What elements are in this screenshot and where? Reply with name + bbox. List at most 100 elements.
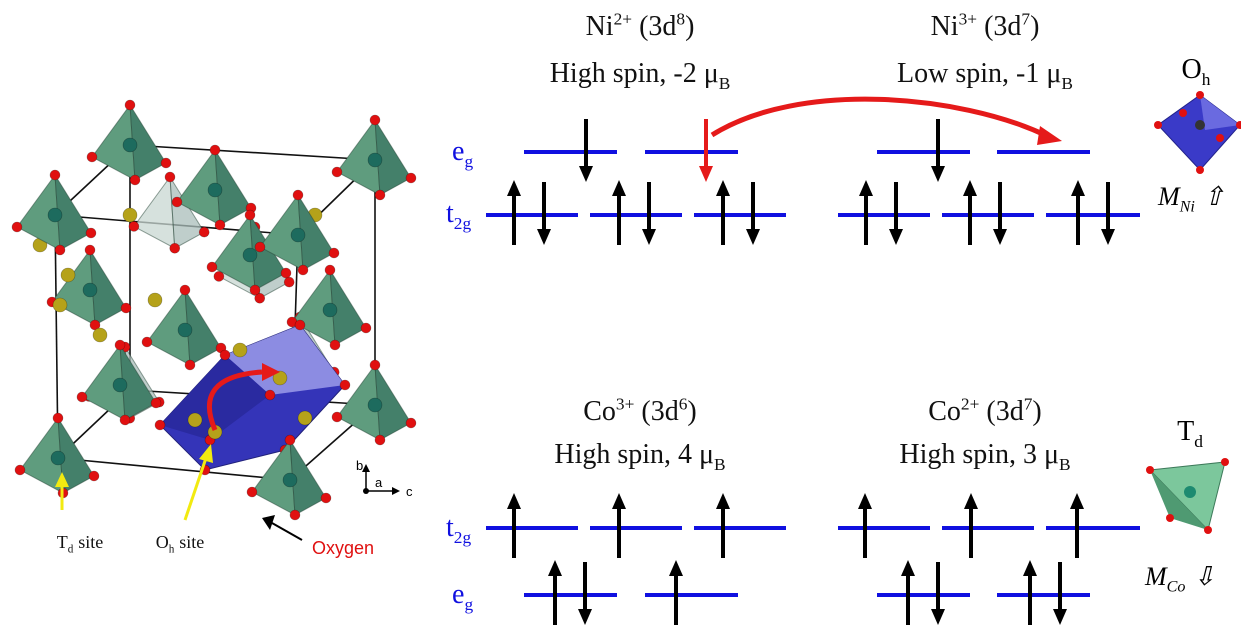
arrow-head bbox=[1023, 560, 1037, 576]
site-label-part: T bbox=[57, 532, 68, 552]
cation bbox=[298, 411, 312, 425]
level-label: eg bbox=[452, 579, 473, 614]
transfer-arrow bbox=[712, 99, 1045, 135]
arrow-head bbox=[858, 493, 872, 509]
oxygen-atom bbox=[121, 303, 131, 313]
oxygen-atom bbox=[185, 360, 195, 370]
oxygen-atom bbox=[361, 323, 371, 333]
oxygen-atom bbox=[298, 265, 308, 275]
cation bbox=[123, 138, 137, 152]
oxygen-atom bbox=[370, 360, 380, 370]
oxygen-atom bbox=[285, 435, 295, 445]
spin-state-part: B bbox=[1061, 74, 1073, 93]
site-label: Ohsite bbox=[156, 532, 205, 556]
spin-state-part: High spin, -2 μ bbox=[550, 58, 719, 89]
spin-state-part: High spin, 4 μ bbox=[554, 439, 714, 470]
oxygen-atom bbox=[375, 435, 385, 445]
ion-title-part: ) bbox=[685, 11, 694, 42]
arrow-head bbox=[964, 493, 978, 509]
oxygen-atom bbox=[265, 390, 275, 400]
level-label: t2g bbox=[446, 198, 471, 233]
oxygen-atom bbox=[1221, 458, 1229, 466]
ion-title-part: ) bbox=[687, 396, 696, 427]
arrow-head bbox=[931, 609, 945, 625]
oxygen-atom bbox=[125, 100, 135, 110]
cation bbox=[233, 343, 247, 357]
icon-label-part: O bbox=[1182, 54, 1202, 85]
arrow-head bbox=[859, 180, 873, 196]
arrow-head bbox=[507, 180, 521, 196]
site-label-part: O bbox=[156, 532, 169, 552]
level-label-part: g bbox=[464, 595, 473, 614]
oxygen-atom bbox=[1204, 526, 1212, 534]
moment-label-part: Ni bbox=[1179, 199, 1195, 216]
level-label-part: e bbox=[452, 579, 464, 610]
oxygen-atom bbox=[199, 227, 209, 237]
ion-title-part: 8 bbox=[676, 9, 685, 28]
moment-label-part: M bbox=[1144, 562, 1168, 591]
oxygen-atom bbox=[1146, 466, 1154, 474]
oxygen-atom bbox=[77, 392, 87, 402]
transfer-arrow-head bbox=[1037, 126, 1062, 145]
arrow-head bbox=[1071, 180, 1085, 196]
axis-head bbox=[392, 487, 400, 495]
oxygen-atom bbox=[290, 510, 300, 520]
cation bbox=[53, 298, 67, 312]
ion-title-part: 3+ bbox=[616, 394, 634, 413]
spin-state-part: High spin, 3 μ bbox=[899, 439, 1059, 470]
cation bbox=[208, 183, 222, 197]
oxygen-atom bbox=[170, 243, 180, 253]
oxygen-atom bbox=[293, 190, 303, 200]
level-label-part: e bbox=[452, 136, 464, 167]
oxygen-atom bbox=[161, 158, 171, 168]
arrow-head bbox=[1053, 609, 1067, 625]
cation bbox=[93, 328, 107, 342]
ion-title-part: (3d bbox=[641, 396, 678, 427]
cation bbox=[291, 228, 305, 242]
oxygen-atom bbox=[325, 265, 335, 275]
cation bbox=[1184, 486, 1196, 498]
cation bbox=[123, 208, 137, 222]
icon-label: Oh bbox=[1182, 54, 1211, 89]
ion-title-part: ) bbox=[1030, 11, 1039, 42]
level-label: t2g bbox=[446, 512, 471, 547]
oxygen-atom bbox=[295, 320, 305, 330]
ion-title-part: Co bbox=[928, 396, 961, 427]
arrow-head bbox=[548, 560, 562, 576]
cation bbox=[1195, 120, 1205, 130]
arrow-head bbox=[746, 229, 760, 245]
ion-title-part: ) bbox=[1032, 396, 1041, 427]
arrow-head bbox=[612, 180, 626, 196]
spin-state-part: B bbox=[714, 455, 726, 474]
moment-label-part: ⇩ bbox=[1193, 562, 1215, 591]
spin-state-part: B bbox=[719, 74, 731, 93]
cation bbox=[368, 153, 382, 167]
ion-title: Co2+(3d7) bbox=[928, 394, 1042, 427]
arrow-head bbox=[1101, 229, 1115, 245]
oxygen-atom bbox=[329, 248, 339, 258]
oxygen-atom bbox=[210, 145, 220, 155]
oxygen-atom bbox=[115, 340, 125, 350]
octahedron-icon-face bbox=[1200, 95, 1240, 130]
level-label-part: 2g bbox=[454, 528, 472, 547]
icon-label: Td bbox=[1177, 416, 1203, 451]
oxygen-atom bbox=[165, 172, 175, 182]
ion-title-part: 3+ bbox=[959, 9, 977, 28]
oxygen-atom bbox=[129, 221, 139, 231]
arrow-head bbox=[579, 166, 593, 182]
arrow-head bbox=[1070, 493, 1084, 509]
ion-title-part: Co bbox=[583, 396, 616, 427]
icon-label-part: d bbox=[1194, 432, 1203, 451]
ion-title: Co3+(3d6) bbox=[583, 394, 697, 427]
oxygen-atom bbox=[370, 115, 380, 125]
level-label-part: g bbox=[464, 152, 473, 171]
level-label: eg bbox=[452, 136, 473, 171]
arrow-head bbox=[642, 229, 656, 245]
cation bbox=[368, 398, 382, 412]
oxygen-atom bbox=[1196, 166, 1204, 174]
oxygen-atom bbox=[85, 245, 95, 255]
pointer bbox=[185, 458, 206, 520]
cation bbox=[243, 248, 257, 262]
arrow-head bbox=[716, 493, 730, 509]
